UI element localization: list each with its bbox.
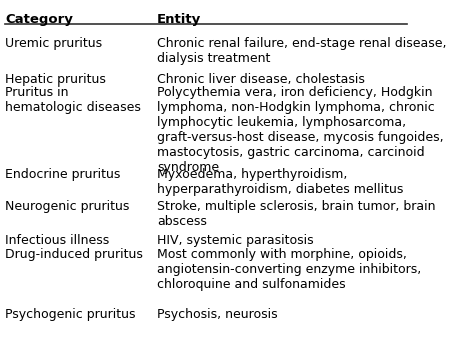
Text: Uremic pruritus: Uremic pruritus [6, 37, 102, 50]
Text: Entity: Entity [157, 13, 201, 26]
Text: Endocrine pruritus: Endocrine pruritus [6, 168, 121, 181]
Text: Psychogenic pruritus: Psychogenic pruritus [6, 308, 136, 321]
Text: Most commonly with morphine, opioids,
angiotensin-converting enzyme inhibitors,
: Most commonly with morphine, opioids, an… [157, 248, 421, 291]
Text: Category: Category [6, 13, 73, 26]
Text: Psychosis, neurosis: Psychosis, neurosis [157, 308, 278, 321]
Text: Chronic liver disease, cholestasis: Chronic liver disease, cholestasis [157, 73, 365, 86]
Text: Drug-induced pruritus: Drug-induced pruritus [6, 248, 143, 261]
Text: Neurogenic pruritus: Neurogenic pruritus [6, 200, 130, 213]
Text: Pruritus in
hematologic diseases: Pruritus in hematologic diseases [6, 86, 141, 115]
Text: Myxoedema, hyperthyroidism,
hyperparathyroidism, diabetes mellitus: Myxoedema, hyperthyroidism, hyperparathy… [157, 168, 403, 196]
Text: Hepatic pruritus: Hepatic pruritus [6, 73, 106, 86]
Text: Polycythemia vera, iron deficiency, Hodgkin
lymphoma, non-Hodgkin lymphoma, chro: Polycythemia vera, iron deficiency, Hodg… [157, 86, 444, 175]
Text: HIV, systemic parasitosis: HIV, systemic parasitosis [157, 235, 314, 247]
Text: Stroke, multiple sclerosis, brain tumor, brain
abscess: Stroke, multiple sclerosis, brain tumor,… [157, 200, 436, 228]
Text: Chronic renal failure, end-stage renal disease,
dialysis treatment: Chronic renal failure, end-stage renal d… [157, 37, 447, 65]
Text: Infectious illness: Infectious illness [6, 235, 110, 247]
